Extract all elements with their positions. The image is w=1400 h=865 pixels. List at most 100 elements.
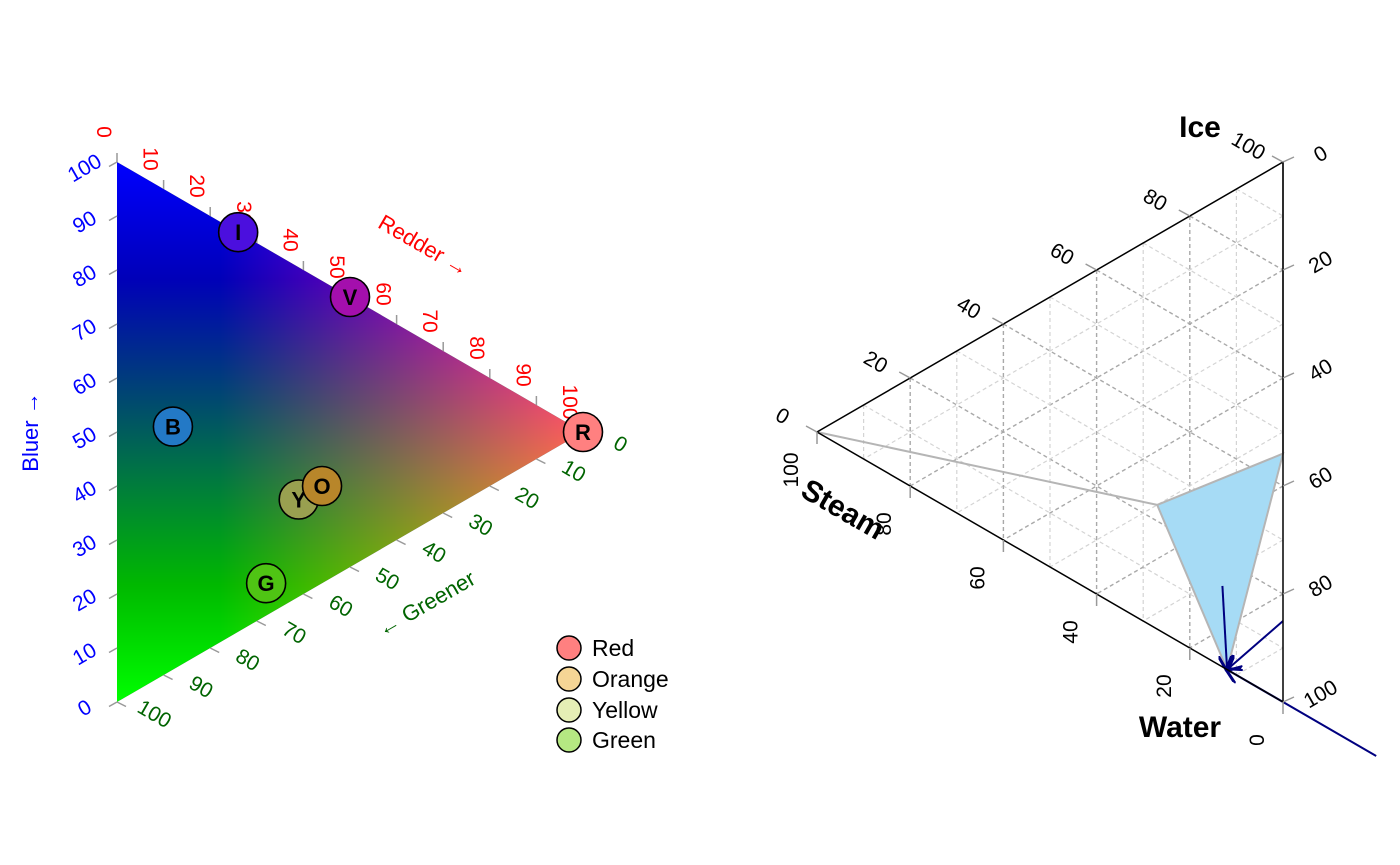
left-edge-tick xyxy=(898,371,911,379)
greener-tick-label: 50 xyxy=(371,564,403,596)
redder-tick-label: 90 xyxy=(511,363,534,386)
legend-item-yellow: Yellow xyxy=(556,697,658,723)
bottom-edge-tick-label: 0 xyxy=(1246,734,1269,746)
corner-label-ice: Ice xyxy=(1179,111,1221,144)
bottom-edge-tick-label: 20 xyxy=(1153,674,1176,697)
greener-tick-label: 60 xyxy=(325,591,357,623)
left-edge-tick-label: 60 xyxy=(1046,239,1078,271)
grid-line xyxy=(1096,269,1284,379)
redder-tick-label: 70 xyxy=(418,309,441,332)
left-edge-tick-label: 100 xyxy=(1227,128,1269,165)
legend-swatch-green xyxy=(556,727,582,753)
grid-line xyxy=(1049,296,1284,433)
left-tick xyxy=(108,323,118,330)
right-tick xyxy=(1282,480,1295,487)
redder-tick-label: 20 xyxy=(185,174,208,197)
greener-tick-label: 40 xyxy=(418,537,450,569)
grid-line xyxy=(1189,593,1284,649)
arrow xyxy=(1222,585,1227,670)
data-point-g: G xyxy=(245,562,287,604)
greener-tick-label: 10 xyxy=(558,456,590,488)
point-marker xyxy=(217,211,259,253)
triangle-outline xyxy=(815,160,1284,704)
bluer-tick-label: 20 xyxy=(69,585,101,617)
legend-label-yellow: Yellow xyxy=(592,697,658,723)
left-edge-tick xyxy=(1178,209,1191,217)
point-label: Y xyxy=(291,488,306,513)
left-tick xyxy=(108,701,118,708)
bottom-tick xyxy=(349,566,360,573)
color-gradient-triangle xyxy=(117,162,583,702)
greener-tick-label: 100 xyxy=(133,696,175,733)
redder-tick-label: 0 xyxy=(92,126,115,138)
data-point-r: R xyxy=(562,411,604,453)
greener-tick-label: 20 xyxy=(511,483,543,515)
bluer-tick-label: 60 xyxy=(69,369,101,401)
right-edge-tick-label: 80 xyxy=(1305,571,1337,603)
grid-line xyxy=(1003,323,1284,487)
bottom-edge-tick-label: 60 xyxy=(966,566,989,589)
color-ternary-plot: 0102030405060708090100010203040506070809… xyxy=(18,126,669,753)
bottom-tick xyxy=(396,539,406,546)
legend-swatch-orange xyxy=(556,666,582,692)
axis-label-redder: Redder → xyxy=(374,210,473,282)
redder-tick-label: 60 xyxy=(372,282,395,305)
grid-line xyxy=(909,269,1284,487)
right-edge-tick-label: 0 xyxy=(1310,141,1332,167)
data-point-i: I xyxy=(217,211,259,253)
axis-label-bluer: Bluer → xyxy=(18,392,43,471)
point-label: G xyxy=(258,571,275,596)
bottom-tick xyxy=(536,458,546,465)
point-label: V xyxy=(343,285,358,310)
grid-line xyxy=(1049,431,1284,568)
left-tick-marks xyxy=(108,153,593,708)
arrows xyxy=(1222,585,1377,757)
left-tick xyxy=(108,161,118,168)
redder-tick-label: 50 xyxy=(325,255,348,278)
redder-tick-label: 10 xyxy=(139,147,162,170)
data-point-o: O xyxy=(301,465,343,507)
bottom-edge-tick-label: 100 xyxy=(780,452,803,487)
greener-tick-label: 30 xyxy=(465,510,497,542)
phase-ternary-plot: 0 20 40 60 80 100 0 20 40 60 80 100 0 20 40 60 80 100 Ice… xyxy=(771,111,1377,757)
bluer-tick-label: 50 xyxy=(69,423,101,455)
legend-label-green: Green xyxy=(592,727,656,753)
right-tick xyxy=(1282,264,1295,271)
legend-item-green: Green xyxy=(556,727,656,753)
bluer-tick-label: 70 xyxy=(69,315,101,347)
right-tick xyxy=(1282,588,1295,595)
bottom-tick xyxy=(442,512,453,519)
left-tick xyxy=(108,485,118,492)
point-marker xyxy=(152,406,194,447)
edge-tick-labels: 0 20 40 60 80 100 0 20 40 60 80 100 0 20 40 60 80 100 xyxy=(771,128,1341,746)
left-tick xyxy=(108,431,118,438)
bluer-tick-label: 90 xyxy=(69,207,101,239)
bluer-tick-label: 40 xyxy=(69,477,101,509)
right-edge-tick-label: 100 xyxy=(1300,676,1342,713)
bottom-edge-tick-label: 80 xyxy=(873,512,896,535)
bottom-tick xyxy=(303,593,313,600)
point-marker xyxy=(329,276,371,318)
grid-line xyxy=(863,404,1284,649)
legend-label-orange: Orange xyxy=(592,666,669,692)
legend-label-red: Red xyxy=(592,635,634,661)
point-label: B xyxy=(165,415,181,440)
greener-tick-label: 90 xyxy=(185,672,217,704)
bottom-tick xyxy=(256,620,267,627)
legend-swatch-red xyxy=(556,635,582,661)
greener-tick-label: 70 xyxy=(278,618,310,650)
left-tick xyxy=(108,647,118,654)
grid-line xyxy=(1189,215,1284,271)
corner-label-water: Water xyxy=(1139,711,1222,744)
right-tick xyxy=(1282,372,1295,379)
right-tick xyxy=(1282,156,1295,163)
right-edge-tick-label: 40 xyxy=(1305,355,1337,387)
left-tick xyxy=(108,377,118,384)
left-tick xyxy=(108,593,118,600)
grid-line xyxy=(1142,242,1284,325)
greener-tick-label: 0 xyxy=(609,431,631,457)
grid-line xyxy=(1236,188,1284,217)
bottom-tick xyxy=(116,701,127,708)
point-marker xyxy=(245,562,287,604)
